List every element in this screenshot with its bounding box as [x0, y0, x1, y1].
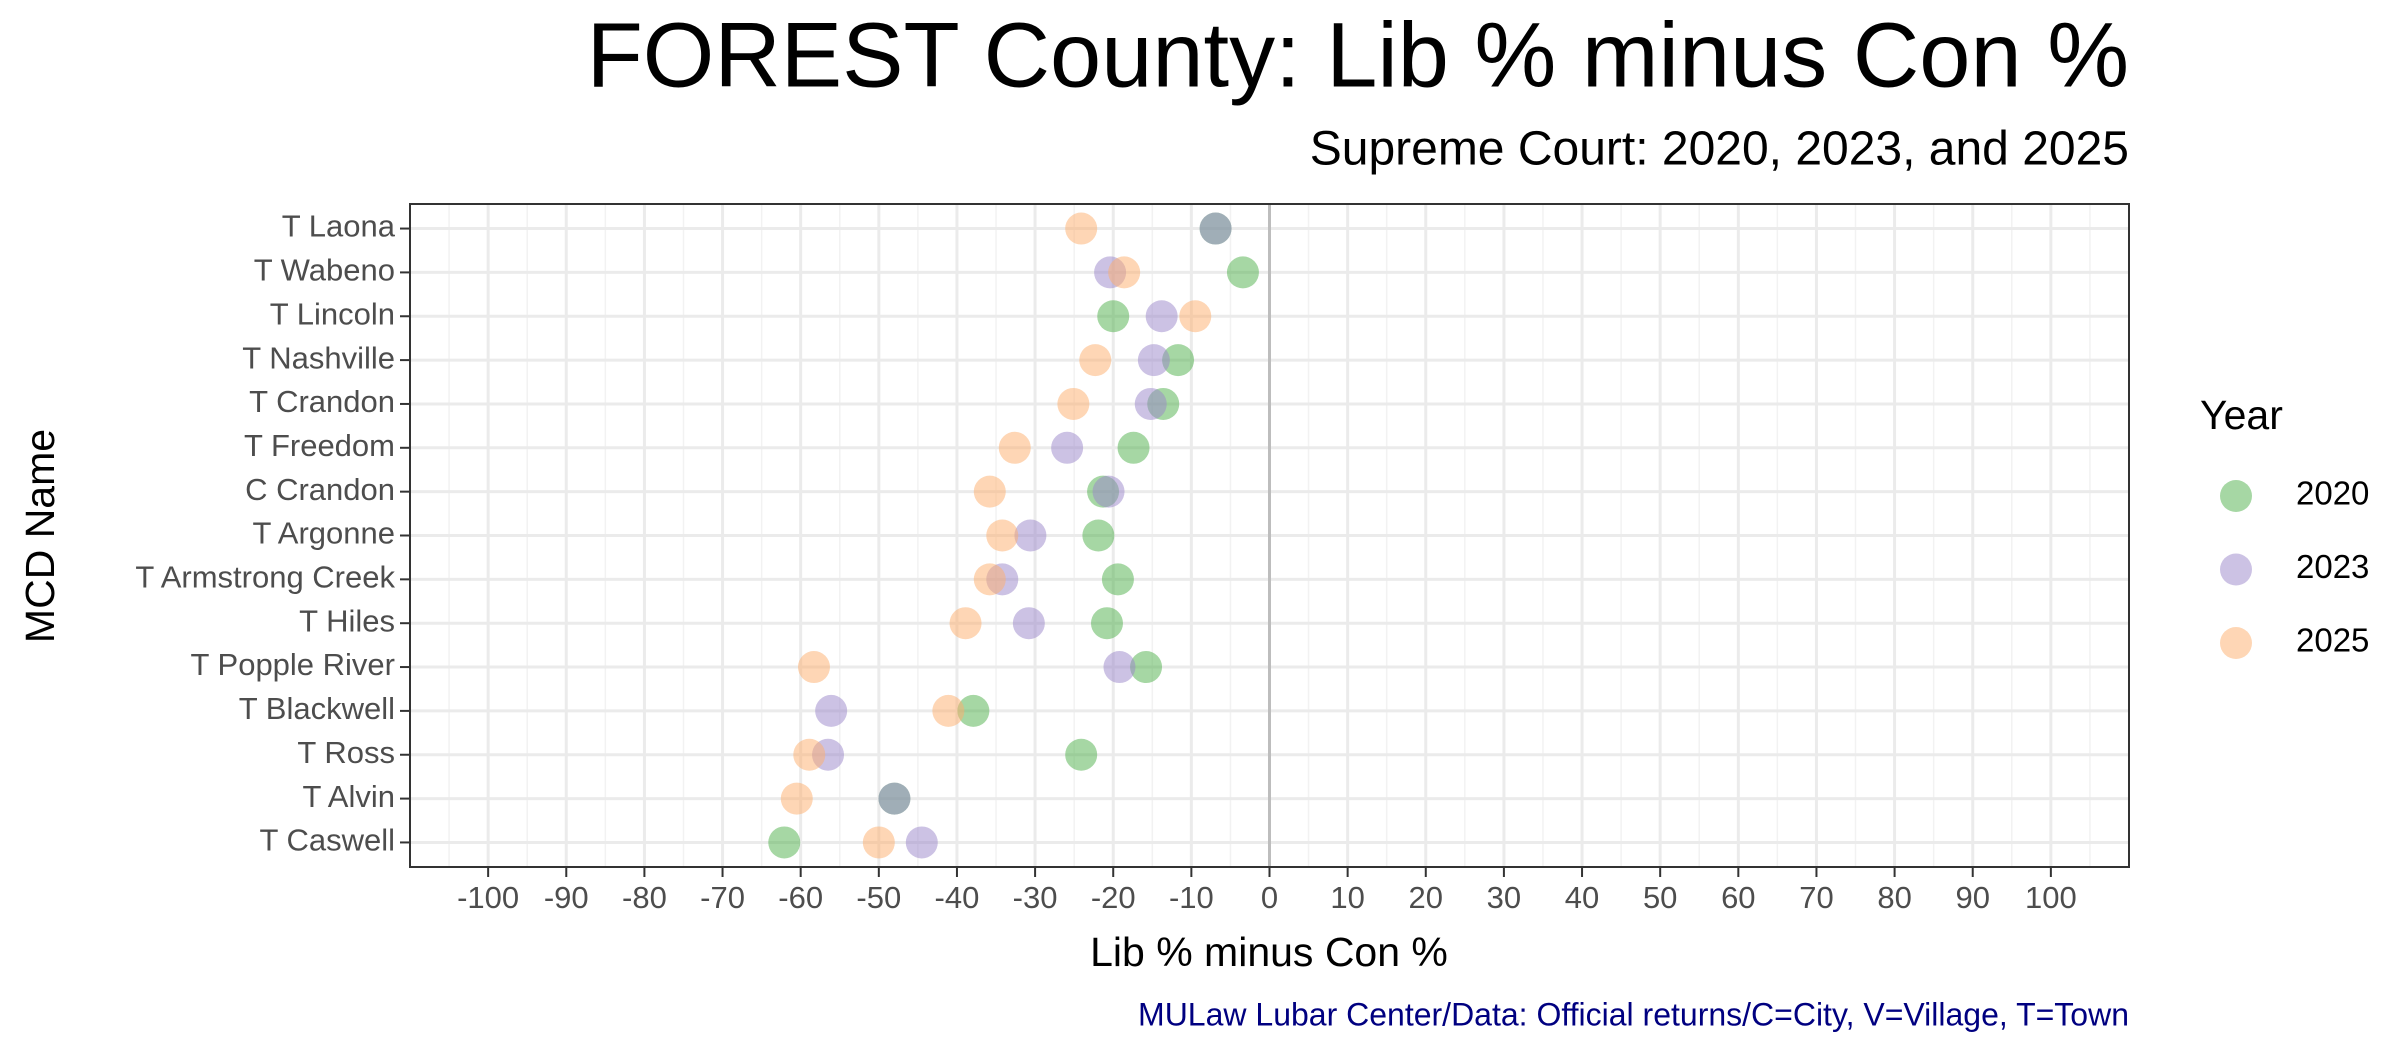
y-tick-label: T Lincoln: [270, 296, 395, 331]
dot: [1103, 651, 1136, 684]
caption: MULaw Lubar Center/Data: Official return…: [1138, 996, 2129, 1032]
x-tick-label: 100: [2025, 880, 2077, 915]
dot: [793, 738, 826, 771]
y-tick-label: T Hiles: [299, 603, 395, 638]
dot: [1065, 738, 1098, 771]
x-tick-label: 10: [1330, 880, 1364, 915]
y-tick-label: T Laona: [282, 209, 396, 244]
x-tick-label: -70: [700, 880, 745, 915]
y-tick-label: C Crandon: [245, 472, 395, 507]
y-tick-label: T Argonne: [253, 516, 395, 551]
legend-key: [2220, 627, 2252, 659]
dot: [780, 782, 813, 815]
x-tick-label: 70: [1799, 880, 1833, 915]
dot: [932, 694, 965, 727]
y-tick-label: T Alvin: [303, 779, 395, 814]
x-tick-label: 20: [1409, 880, 1443, 915]
dot: [1130, 651, 1163, 684]
dot: [1092, 475, 1125, 508]
dot: [1079, 344, 1112, 377]
legend-label: 2023: [2296, 548, 2369, 585]
dot: [1012, 607, 1045, 640]
y-axis-title: MCD Name: [17, 429, 63, 643]
dot: [949, 607, 982, 640]
dot: [1051, 431, 1084, 464]
dot: [1097, 300, 1130, 333]
dot: [1137, 344, 1170, 377]
y-tick-label: T Ross: [297, 735, 395, 770]
dot: [815, 694, 848, 727]
y-tick-label: T Nashville: [242, 340, 395, 375]
dot: [797, 651, 830, 684]
dot: [1134, 387, 1167, 420]
panel-border: [409, 203, 2130, 868]
dot: [1101, 563, 1134, 596]
dot: [1090, 607, 1123, 640]
x-tick-label: 0: [1261, 880, 1278, 915]
x-tick-label: 40: [1565, 880, 1599, 915]
dot: [1179, 300, 1212, 333]
dot: [1162, 344, 1195, 377]
dot: [1082, 519, 1115, 552]
x-tick-label: -60: [778, 880, 823, 915]
legend-key: [2220, 480, 2252, 512]
dot: [1226, 256, 1259, 289]
y-tick-label: T Crandon: [249, 384, 395, 419]
dot: [1108, 256, 1141, 289]
x-tick-label: -40: [935, 880, 980, 915]
dot: [1057, 387, 1090, 420]
x-tick-label: 30: [1487, 880, 1521, 915]
x-tick-label: -100: [457, 880, 519, 915]
chart-subtitle: Supreme Court: 2020, 2023, and 2025: [1310, 123, 2129, 176]
x-tick-label: -50: [856, 880, 901, 915]
dot: [878, 782, 911, 815]
y-tick-label: T Freedom: [244, 428, 395, 463]
dot: [1145, 300, 1178, 333]
y-tick-label: T Wabeno: [254, 253, 395, 288]
legend-key: [2220, 553, 2252, 586]
x-tick-label: -10: [1169, 880, 1214, 915]
y-tick-label: T Armstrong Creek: [135, 560, 395, 595]
x-tick-label: 60: [1721, 880, 1755, 915]
dot: [1117, 431, 1150, 464]
legend-label: 2020: [2296, 475, 2369, 512]
dot: [986, 519, 1019, 552]
y-tick-label: T Popple River: [191, 647, 395, 682]
dot: [1199, 212, 1232, 245]
dot: [1065, 212, 1098, 245]
dot: [998, 431, 1031, 464]
x-tick-label: 50: [1643, 880, 1677, 915]
legend-label: 2025: [2296, 622, 2369, 659]
legend-title: Year: [2200, 392, 2283, 438]
dot: [973, 475, 1006, 508]
x-tick-label: -30: [1013, 880, 1058, 915]
x-tick-label: 80: [1877, 880, 1911, 915]
y-tick-label: T Caswell: [259, 823, 395, 858]
x-tick-label: 90: [1955, 880, 1989, 915]
dot: [957, 694, 990, 727]
dot: [768, 826, 801, 859]
dot: [973, 563, 1006, 596]
chart-title: FOREST County: Lib % minus Con %: [587, 4, 2129, 106]
dot: [862, 826, 895, 859]
dot: [1014, 519, 1047, 552]
x-tick-label: -20: [1091, 880, 1136, 915]
dot: [905, 826, 938, 859]
y-tick-label: T Blackwell: [239, 691, 395, 726]
x-axis-title: Lib % minus Con %: [1090, 929, 1448, 975]
x-tick-label: -80: [622, 880, 667, 915]
x-tick-label: -90: [544, 880, 589, 915]
